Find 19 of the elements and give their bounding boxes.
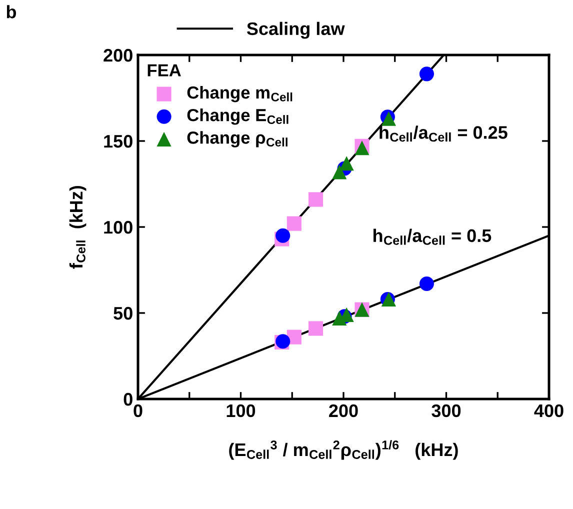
x-tick-label: 300: [432, 404, 461, 418]
annotation: h$_{Cell}$/a$_{Cell}$ = 0.5: [374, 228, 492, 245]
legend-label: Change m$_{Cell}$: [187, 86, 292, 102]
x-tick-label: 100: [226, 404, 256, 418]
y-tick-label: 0: [124, 392, 132, 406]
x-tick-label: 400: [534, 404, 564, 418]
legend-label: Scaling law: [246, 22, 345, 39]
text: b: [6, 5, 16, 18]
y-axis-title: f$_{Cell}$ (kHz): [69, 186, 86, 269]
legend-label: Change ρ$_{Cell}$: [187, 131, 288, 148]
legend-title: FEA: [148, 64, 181, 76]
y-tick-label: 50: [114, 306, 132, 320]
y-tick-label: 150: [104, 134, 132, 148]
legend-label: Change E$_{Cell}$: [187, 108, 288, 125]
text: (E$_{Cell}$$^{3}$ / m$_{Cell}$$^{2}$ρ$_{Cell}$)$^{1/6}$ (kHz): [229, 440, 458, 460]
x-tick-label: 0: [134, 404, 142, 418]
y-tick-label: 100: [104, 220, 132, 234]
x-tick-label: 200: [329, 404, 358, 418]
y-tick-label: 200: [104, 48, 132, 62]
